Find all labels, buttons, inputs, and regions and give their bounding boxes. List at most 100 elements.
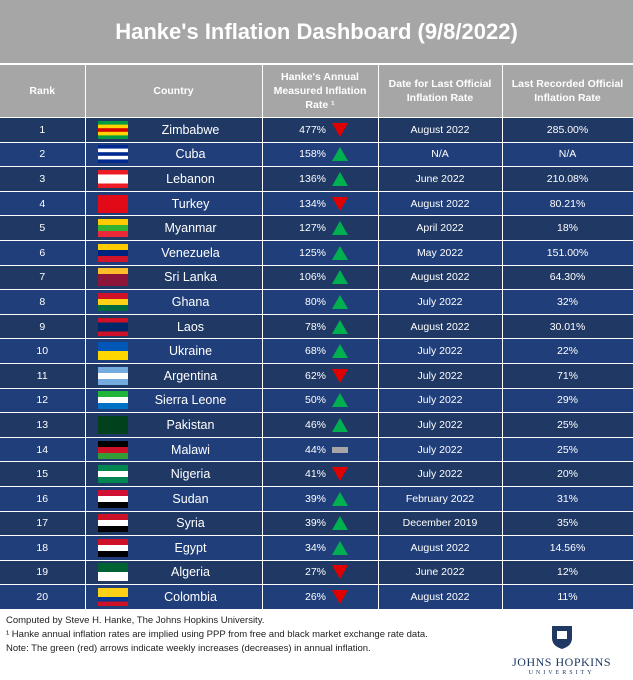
flag-stripe — [97, 317, 128, 323]
rate-cell: 41% — [262, 461, 379, 487]
rate-wrap: 44% — [263, 443, 378, 457]
trend-arrow — [332, 590, 348, 605]
footer-note: Computed by Steve H. Hanke, The Johns Ho… — [6, 615, 265, 626]
flag — [97, 219, 128, 238]
country-cell: Sierra Leone — [85, 387, 263, 413]
hanke-rate: 78% — [304, 320, 326, 333]
official-rate: 80.21% — [502, 190, 633, 216]
hanke-rate: 41% — [304, 468, 326, 481]
arrow-up — [332, 147, 348, 162]
rank: 15 — [0, 461, 86, 487]
official-rate: 12% — [502, 559, 633, 585]
hanke-rate: 127% — [299, 222, 326, 235]
country-cell: Venezuela — [85, 239, 263, 266]
arrow-up — [332, 319, 348, 334]
flag-stripe — [97, 550, 128, 557]
flag-stripe — [97, 471, 128, 478]
rate-cell: 134% — [262, 190, 379, 216]
country-name: Nigeria — [170, 467, 211, 482]
official-rate: 32% — [502, 289, 633, 315]
flag-stripe — [97, 178, 128, 184]
country-wrap: Colombia — [86, 588, 262, 607]
column-header: Hanke's Annual Measured Inflation Rate ¹ — [262, 65, 379, 118]
country-cell: Nigeria — [85, 461, 263, 487]
flag-stripe — [97, 440, 128, 448]
country-wrap: Turkey — [86, 194, 262, 213]
trend-arrow — [332, 540, 348, 555]
flag-stripe — [97, 520, 128, 527]
country-cell: Laos — [85, 313, 263, 339]
flag-stripe — [97, 131, 128, 136]
flag-stripe — [97, 465, 128, 472]
official-rate: 30.01% — [502, 313, 633, 339]
rate-wrap: 78% — [263, 319, 378, 334]
rate-cell: 62% — [262, 362, 379, 389]
official-rate: 285.00% — [502, 117, 633, 143]
country-cell: Sri Lanka — [85, 264, 263, 290]
flag — [97, 415, 128, 434]
trend-arrow — [332, 368, 348, 383]
rate-wrap: 39% — [263, 491, 378, 506]
flag — [97, 317, 128, 336]
rate-wrap: 136% — [263, 171, 378, 186]
flag-stripe — [97, 452, 128, 459]
official-rate: 210.08% — [502, 166, 633, 192]
country-wrap: Ghana — [86, 292, 262, 311]
country-name: Malawi — [171, 442, 210, 457]
flag-stripe — [97, 563, 128, 573]
rate-cell: 136% — [262, 166, 379, 192]
trend-arrow — [332, 344, 348, 359]
rate-cell: 34% — [262, 535, 379, 561]
arrow-up — [332, 393, 348, 408]
column-header: Date for Last Official Inflation Rate — [378, 65, 503, 118]
trend-arrow — [332, 516, 348, 531]
official-rate: 22% — [502, 338, 633, 364]
official-date: August 2022 — [378, 264, 503, 290]
flag-stripe — [97, 538, 128, 546]
flag — [97, 538, 128, 557]
flag — [97, 391, 128, 410]
flag — [97, 292, 128, 311]
flag-stripe — [97, 249, 128, 257]
table-row: 4 Turkey 134% August 2022 80.21% — [0, 190, 633, 216]
country-wrap: Sri Lanka — [86, 268, 262, 287]
rate-wrap: 62% — [263, 368, 378, 383]
official-rate: 11% — [502, 584, 633, 609]
country-name: Colombia — [164, 590, 217, 605]
arrow-up — [332, 417, 348, 432]
official-date: April 2022 — [378, 215, 503, 241]
country-wrap: Sudan — [86, 489, 262, 508]
country-name: Syria — [176, 516, 205, 531]
arrow-down — [332, 467, 348, 482]
flag-stripe — [97, 397, 128, 404]
hanke-rate: 80% — [304, 295, 326, 308]
official-date: N/A — [378, 141, 503, 167]
arrow-up — [332, 270, 348, 285]
trend-arrow — [332, 171, 348, 186]
table-row: 12 Sierra Leone 50% July 2022 29% — [0, 387, 633, 413]
header-row: Rank Country Hanke's Annual Measured Infla… — [0, 65, 633, 118]
flag-stripe — [97, 145, 128, 150]
official-date: July 2022 — [378, 387, 503, 413]
country-name: Argentina — [163, 368, 218, 383]
rank: 1 — [0, 117, 86, 143]
table-row: 15 Nigeria 41% July 2022 20% — [0, 461, 633, 487]
flag-stripe — [97, 159, 128, 164]
footer: Computed by Steve H. Hanke, The Johns Ho… — [6, 614, 428, 656]
country-cell: Colombia — [85, 584, 263, 609]
arrow-up — [332, 171, 348, 186]
flag — [97, 169, 128, 188]
flag-stripe — [97, 366, 128, 374]
hanke-rate: 26% — [304, 591, 326, 604]
flag-stripe — [97, 156, 128, 161]
official-date: December 2019 — [378, 510, 503, 536]
trend-arrow — [332, 270, 348, 285]
official-date: June 2022 — [378, 559, 503, 585]
rank: 20 — [0, 584, 86, 609]
arrow-up — [332, 344, 348, 359]
trend-arrow — [332, 196, 348, 211]
official-date: July 2022 — [378, 461, 503, 487]
title: Hanke's Inflation Dashboard (9/8/2022) — [0, 0, 633, 65]
flag-stripe — [97, 403, 128, 410]
table-row: 3 Lebanon 136% June 2022 210.08% — [0, 166, 633, 192]
